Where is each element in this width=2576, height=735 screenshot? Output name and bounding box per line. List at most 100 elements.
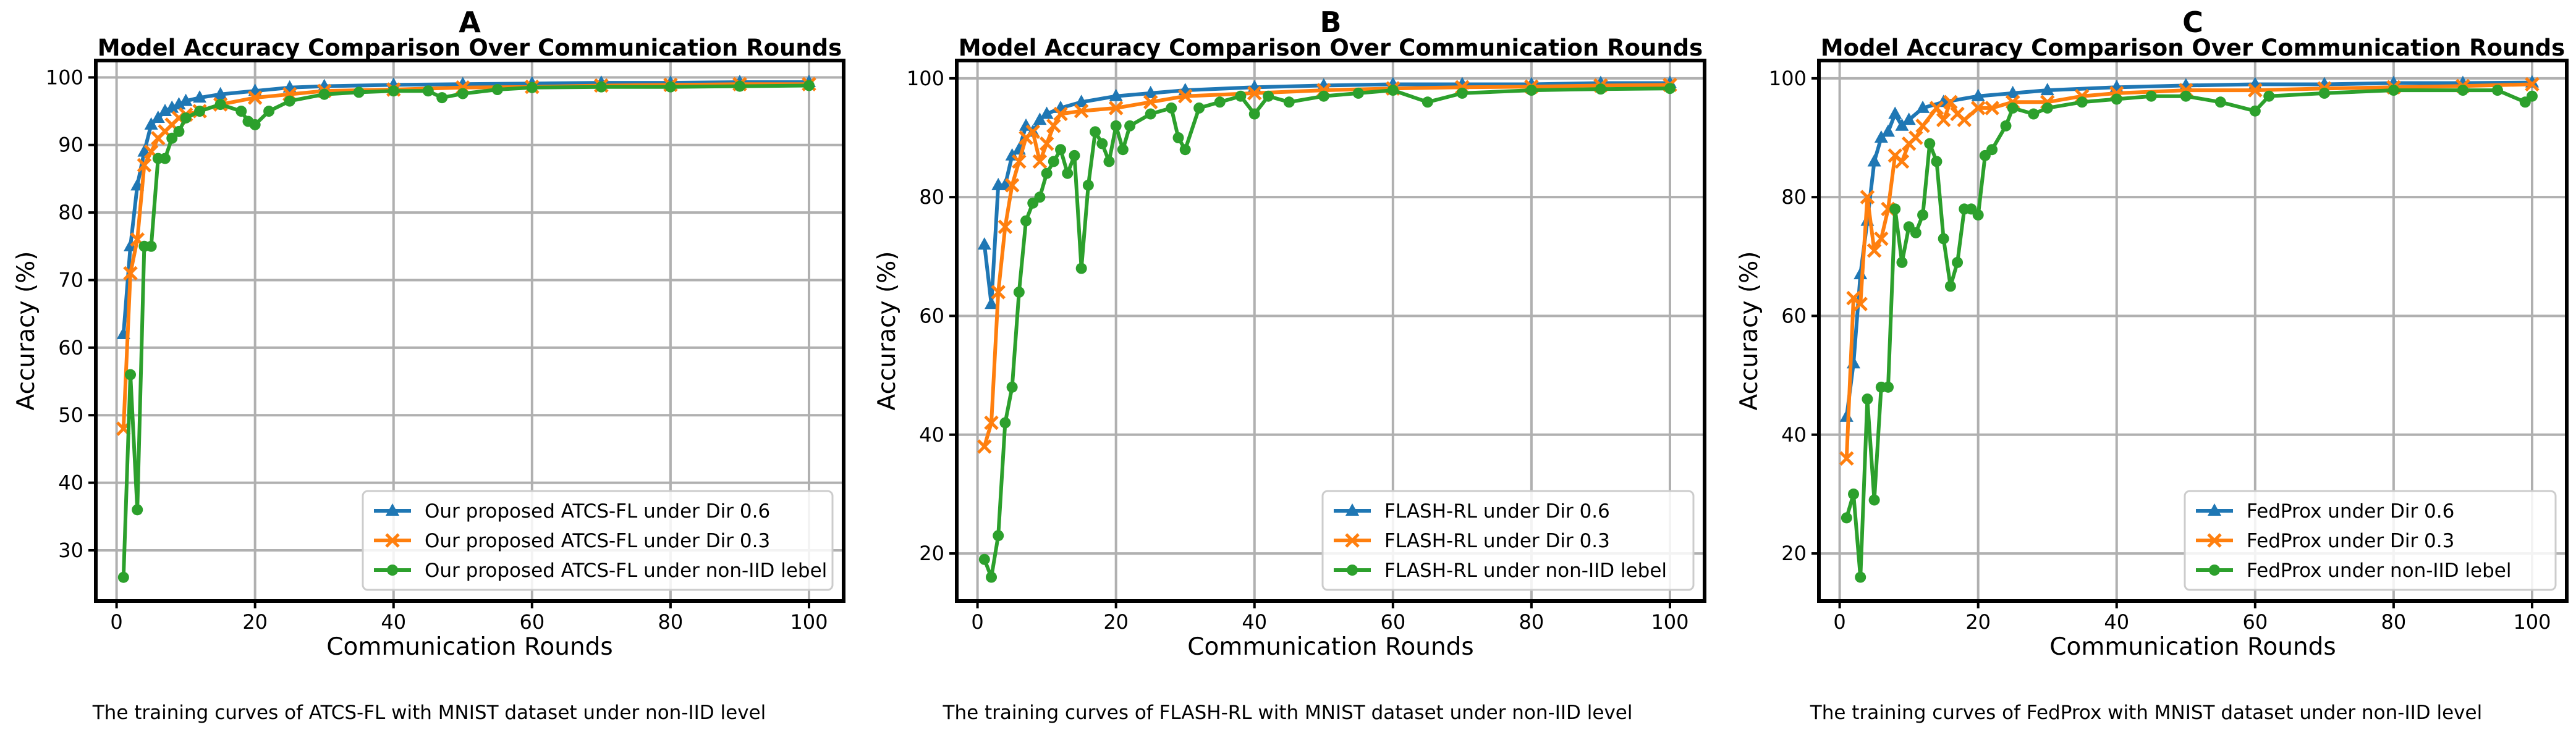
data-point (2249, 105, 2261, 117)
data-point (386, 503, 399, 516)
data-point (1387, 85, 1399, 96)
data-point (1894, 154, 1910, 169)
series-circle (1841, 85, 2538, 583)
y-tick-label: 40 (58, 471, 83, 495)
x-tick-label: 0 (971, 610, 983, 634)
data-point (984, 415, 999, 430)
x-tick-label: 0 (1833, 610, 1845, 634)
data-point (1145, 108, 1156, 120)
data-point (172, 97, 186, 110)
data-point (1889, 203, 1901, 215)
y-tick-label: 70 (58, 268, 83, 292)
legend-box (1321, 490, 1695, 591)
data-point (1881, 124, 1896, 137)
plot-area (1839, 75, 2540, 583)
data-point (1971, 88, 1985, 101)
data-point (457, 88, 468, 99)
data-point (1034, 191, 1046, 203)
series-triangle (116, 75, 816, 339)
data-point (1283, 96, 1295, 108)
data-point (1972, 209, 1984, 220)
data-point (1841, 512, 1852, 524)
data-point (1862, 393, 1873, 405)
data-point (1895, 118, 1909, 131)
legend-label: FLASH-RL under Dir 0.6 (1384, 500, 1610, 523)
data-point (999, 417, 1011, 429)
data-point (422, 85, 434, 97)
data-point (2248, 83, 2263, 98)
data-point (1055, 144, 1067, 156)
data-point (2028, 108, 2040, 120)
data-point (1874, 231, 1889, 246)
data-point (1896, 256, 1908, 268)
data-point (1345, 503, 1359, 516)
data-point (247, 90, 263, 105)
data-point (388, 85, 399, 97)
legend: FLASH-RL under Dir 0.6 FLASH-RL under Dir… (1321, 490, 1695, 591)
data-point (2263, 90, 2275, 102)
data-point (1103, 156, 1115, 167)
data-point (1041, 167, 1053, 179)
data-point (2207, 533, 2222, 548)
data-point (1248, 108, 1260, 120)
legend-label: Our proposed ATCS-FL under Dir 0.6 (425, 500, 770, 523)
data-point (977, 439, 992, 454)
series-circle (117, 80, 815, 583)
data-point (1117, 144, 1129, 156)
data-point (1048, 156, 1059, 167)
data-point (991, 285, 1006, 300)
data-point (137, 158, 152, 173)
x-axis-label: Communication Rounds (326, 633, 613, 661)
y-tick-label: 40 (1781, 423, 1807, 447)
y-tick-label: 60 (1781, 304, 1807, 327)
x-tick-label: 20 (1103, 610, 1129, 634)
data-point (734, 80, 745, 92)
data-point (2076, 96, 2088, 108)
y-tick-label: 60 (919, 304, 944, 327)
legend-box (2184, 490, 2557, 591)
x-tick-label: 100 (1651, 610, 1688, 634)
data-point (2145, 90, 2157, 102)
x-tick-label: 80 (658, 610, 684, 634)
data-point (1352, 87, 1364, 99)
series-line (982, 81, 1670, 306)
data-point (491, 84, 503, 96)
data-point (1916, 100, 1930, 113)
x-tick-label: 20 (1965, 610, 1991, 634)
data-point (1943, 94, 1958, 110)
chart-title: Model Accuracy Comparison Over Communica… (959, 35, 1703, 61)
data-point (1110, 120, 1122, 132)
y-tick-label: 80 (919, 185, 944, 209)
data-point (1345, 533, 1360, 548)
data-point (173, 125, 185, 137)
data-point (993, 530, 1004, 542)
data-point (1915, 119, 1930, 133)
data-point (1013, 287, 1025, 298)
data-point (2525, 77, 2540, 92)
axes-frame (94, 59, 845, 603)
data-point (213, 86, 227, 99)
caption-b: The training curves of FLASH-RL with MNI… (943, 702, 1633, 724)
data-point (2318, 87, 2330, 99)
y-axis-label: Accuracy (%) (12, 251, 40, 411)
y-tick-label: 100 (1769, 67, 1807, 90)
y-tick-label: 20 (1781, 542, 1807, 565)
data-point (1090, 126, 1101, 138)
data-point (2007, 102, 2019, 114)
data-point (284, 95, 295, 107)
data-point (1108, 101, 1124, 116)
x-axis-label: Communication Rounds (1187, 633, 1474, 661)
x-tick-label: 20 (242, 610, 268, 634)
data-point (1124, 120, 1136, 132)
data-point (1069, 149, 1080, 161)
data-point (194, 106, 206, 117)
data-point (1318, 90, 1329, 102)
panel-letter: C (2182, 6, 2203, 39)
data-point (1235, 90, 1247, 102)
data-point (1909, 130, 1923, 145)
data-point (249, 119, 261, 130)
data-point (151, 110, 165, 123)
data-point (1855, 571, 1866, 583)
data-point (436, 92, 448, 104)
